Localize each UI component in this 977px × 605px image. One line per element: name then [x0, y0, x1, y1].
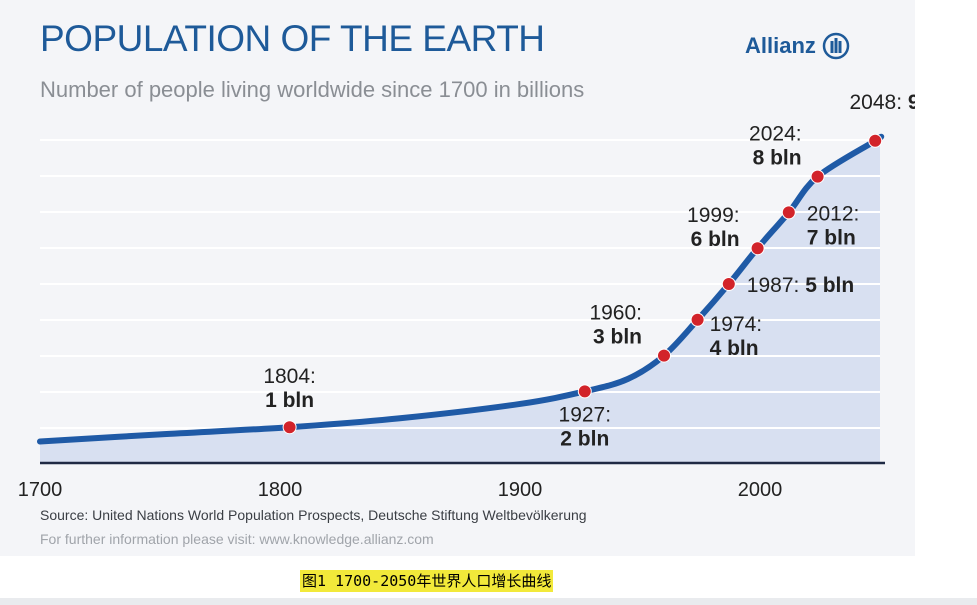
chart-card: POPULATION OF THE EARTH Number of people… [0, 0, 915, 556]
data-point-1999 [750, 241, 765, 256]
data-point-1927 [577, 384, 592, 399]
data-label-2024: 2024: 8 bln [749, 123, 802, 170]
chart-subtitle: Number of people living worldwide since … [40, 77, 585, 102]
data-label-2048: 2048: 9 bln [849, 91, 915, 114]
data-label-1804: 1804: 1 bln [263, 365, 316, 412]
x-tick-label: 1900 [498, 479, 543, 501]
population-chart: 1700 1800 1900 2000 1804: 1 bln 1927: 2 bln 1960… [18, 91, 915, 501]
allianz-logo: Allianz [745, 30, 850, 62]
brand-name: Allianz [745, 33, 816, 58]
area-fill [40, 136, 882, 463]
data-label-1999: 1999: 6 bln [687, 204, 740, 251]
data-point-2012 [781, 205, 796, 220]
data-point-2048 [868, 133, 883, 148]
data-point-1974 [690, 312, 705, 327]
source-note: Source: United Nations World Population … [40, 507, 587, 523]
further-info-note: For further information please visit: ww… [40, 531, 434, 547]
data-point-1987 [721, 277, 736, 291]
x-tick-label: 1800 [258, 479, 303, 501]
figure-caption: 图1 1700-2050年世界人口增长曲线 [300, 570, 554, 592]
data-label-1987: 1987: 5 bln [747, 274, 854, 297]
data-point-1960 [657, 348, 671, 363]
divider [0, 598, 977, 605]
x-tick-label: 1700 [18, 479, 63, 501]
x-tick-label: 2000 [738, 479, 783, 501]
data-label-1974: 1974: 4 bln [710, 313, 763, 360]
data-label-1960: 1960: 3 bln [589, 302, 642, 349]
data-point-1804 [282, 420, 297, 435]
allianz-emblem-icon [822, 32, 850, 60]
data-point-2024 [810, 169, 825, 184]
chart-title: POPULATION OF THE EARTH [40, 18, 545, 59]
data-label-1927: 1927: 2 bln [559, 403, 612, 450]
data-label-2012: 2012: 7 bln [807, 202, 860, 249]
